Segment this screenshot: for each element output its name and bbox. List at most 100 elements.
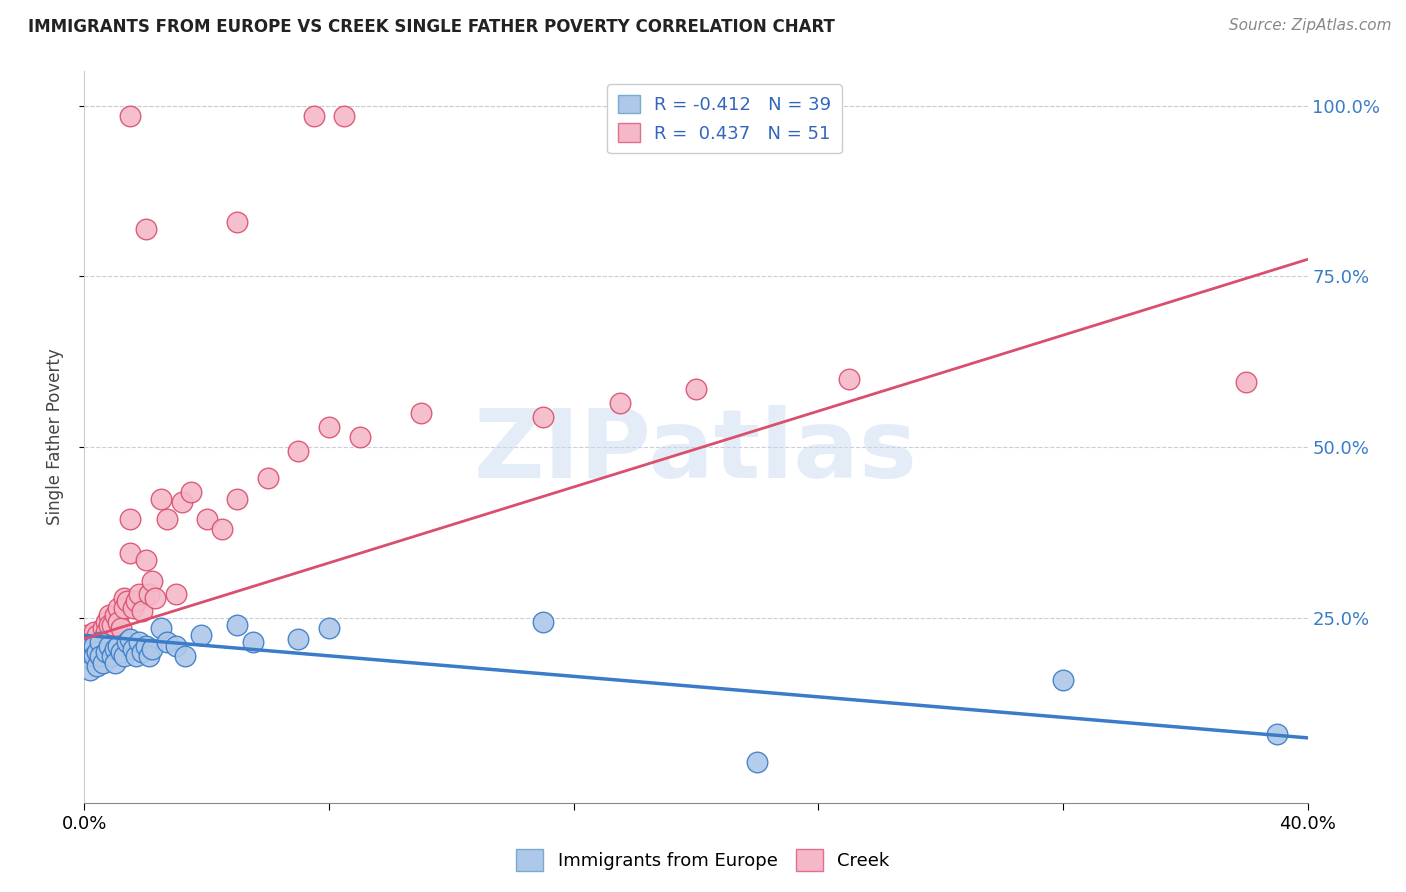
- Point: [195, 512, 218, 526]
- Point: [131, 645, 153, 659]
- Point: [115, 594, 138, 608]
- Legend: Immigrants from Europe, Creek: Immigrants from Europe, Creek: [509, 842, 897, 879]
- Point: [91, 632, 114, 646]
- Point: [143, 591, 166, 605]
- Point: [120, 632, 142, 646]
- Point: [128, 635, 150, 649]
- Point: [122, 601, 145, 615]
- Point: [94, 615, 117, 629]
- Point: [180, 484, 202, 499]
- Point: [76, 642, 98, 657]
- Point: [135, 553, 157, 567]
- Point: [107, 639, 129, 653]
- Point: [257, 471, 280, 485]
- Point: [349, 430, 371, 444]
- Point: [91, 656, 114, 670]
- Point: [190, 628, 212, 642]
- Point: [156, 635, 179, 649]
- Point: [1052, 673, 1074, 687]
- Point: [287, 632, 309, 646]
- Point: [318, 622, 340, 636]
- Point: [86, 642, 108, 657]
- Point: [86, 645, 108, 659]
- Point: [242, 635, 264, 649]
- Point: [156, 512, 179, 526]
- Point: [83, 648, 105, 663]
- Point: [120, 109, 142, 123]
- Point: [747, 755, 769, 769]
- Point: [101, 648, 124, 663]
- Point: [97, 618, 120, 632]
- Point: [112, 591, 135, 605]
- Point: [318, 420, 340, 434]
- Text: Source: ZipAtlas.com: Source: ZipAtlas.com: [1229, 18, 1392, 33]
- Point: [685, 382, 707, 396]
- Point: [97, 639, 120, 653]
- Point: [125, 594, 148, 608]
- Point: [76, 628, 98, 642]
- Point: [89, 635, 111, 649]
- Point: [141, 574, 163, 588]
- Point: [122, 642, 145, 657]
- Point: [110, 645, 132, 659]
- Point: [79, 652, 101, 666]
- Point: [131, 604, 153, 618]
- Point: [94, 624, 117, 639]
- Point: [141, 642, 163, 657]
- Point: [531, 615, 554, 629]
- Point: [112, 648, 135, 663]
- Point: [86, 628, 108, 642]
- Point: [125, 648, 148, 663]
- Point: [287, 443, 309, 458]
- Point: [609, 396, 631, 410]
- Point: [165, 639, 187, 653]
- Point: [149, 622, 172, 636]
- Point: [107, 601, 129, 615]
- Point: [333, 109, 356, 123]
- Point: [120, 512, 142, 526]
- Point: [89, 635, 111, 649]
- Point: [79, 639, 101, 653]
- Point: [226, 491, 249, 506]
- Point: [97, 607, 120, 622]
- Point: [86, 659, 108, 673]
- Point: [107, 615, 129, 629]
- Point: [1236, 376, 1258, 390]
- Point: [138, 587, 160, 601]
- Point: [110, 622, 132, 636]
- Point: [135, 639, 157, 653]
- Point: [149, 491, 172, 506]
- Point: [104, 607, 127, 622]
- Point: [101, 618, 124, 632]
- Point: [83, 635, 105, 649]
- Point: [226, 618, 249, 632]
- Point: [211, 522, 233, 536]
- Point: [94, 645, 117, 659]
- Point: [104, 656, 127, 670]
- Point: [165, 587, 187, 601]
- Point: [135, 221, 157, 235]
- Text: ZIPatlas: ZIPatlas: [474, 405, 918, 499]
- Point: [226, 215, 249, 229]
- Point: [120, 546, 142, 560]
- Point: [112, 601, 135, 615]
- Point: [1265, 727, 1288, 741]
- Point: [409, 406, 432, 420]
- Point: [79, 663, 101, 677]
- Y-axis label: Single Father Poverty: Single Father Poverty: [45, 349, 63, 525]
- Text: IMMIGRANTS FROM EUROPE VS CREEK SINGLE FATHER POVERTY CORRELATION CHART: IMMIGRANTS FROM EUROPE VS CREEK SINGLE F…: [28, 18, 835, 36]
- Point: [79, 648, 101, 663]
- Point: [83, 639, 105, 653]
- Legend: R = -0.412   N = 39, R =  0.437   N = 51: R = -0.412 N = 39, R = 0.437 N = 51: [607, 84, 842, 153]
- Point: [174, 648, 197, 663]
- Point: [104, 642, 127, 657]
- Point: [128, 587, 150, 601]
- Point: [91, 622, 114, 636]
- Point: [302, 109, 325, 123]
- Point: [115, 635, 138, 649]
- Point: [172, 495, 194, 509]
- Point: [83, 624, 105, 639]
- Point: [89, 648, 111, 663]
- Point: [838, 372, 860, 386]
- Point: [138, 648, 160, 663]
